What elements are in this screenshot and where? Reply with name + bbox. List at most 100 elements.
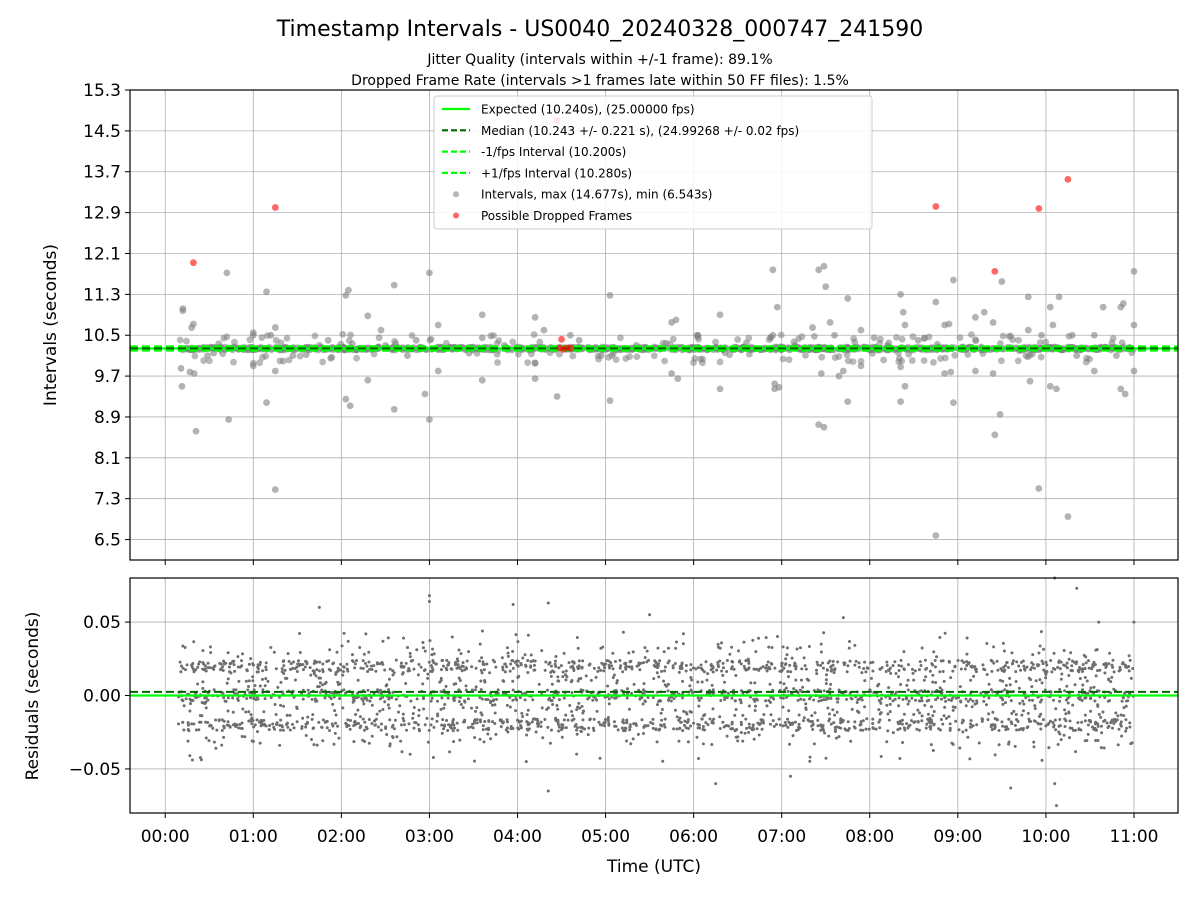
residual-point [351, 700, 355, 704]
residual-point [315, 668, 319, 672]
residual-point [1010, 711, 1014, 715]
residual-point [799, 678, 803, 682]
residual-point [316, 685, 320, 689]
interval-point [1026, 377, 1034, 385]
residual-point [899, 682, 903, 686]
residual-point [426, 740, 430, 744]
residual-point [697, 704, 701, 708]
top-y-tick-label: 8.1 [94, 449, 121, 469]
residual-point [1092, 727, 1096, 731]
residual-point [237, 679, 241, 683]
x-tick-label: 11:00 [1109, 827, 1158, 847]
residual-point [1097, 620, 1101, 624]
residual-point [312, 743, 316, 747]
residual-point [991, 690, 995, 694]
interval-point [937, 355, 944, 362]
residual-point [486, 728, 490, 732]
interval-point [661, 357, 668, 365]
residual-point [744, 659, 748, 663]
interval-point [817, 370, 825, 377]
residual-point [1120, 699, 1124, 703]
residual-point [525, 727, 529, 731]
residual-point [861, 719, 865, 723]
interval-point [826, 319, 834, 326]
residual-point [1054, 804, 1058, 808]
residual-point [258, 741, 262, 745]
residual-point [771, 719, 775, 723]
residual-point [940, 688, 944, 692]
residual-point [332, 742, 336, 746]
residual-point [261, 669, 265, 673]
interval-point [815, 266, 823, 274]
residual-point [1029, 668, 1033, 672]
residual-point [339, 662, 343, 666]
residual-point [425, 716, 429, 720]
residual-point [584, 674, 588, 678]
residual-point [555, 704, 559, 708]
residual-point [824, 678, 828, 682]
interval-point [930, 358, 937, 366]
residual-point [481, 660, 485, 664]
interval-point [1049, 321, 1057, 329]
residual-point [931, 680, 935, 684]
residual-point [222, 659, 226, 663]
residual-point [772, 697, 776, 701]
interval-point [893, 333, 900, 341]
residual-point [344, 721, 348, 725]
interval-point [258, 334, 266, 341]
residual-point [846, 720, 850, 724]
interval-point [980, 308, 988, 316]
residual-point [461, 706, 465, 710]
residual-point [546, 601, 550, 605]
residual-point [206, 721, 210, 725]
residual-point [741, 713, 745, 717]
residual-point [683, 719, 687, 723]
residual-point [816, 663, 820, 667]
residual-point [967, 661, 971, 665]
residual-point [690, 678, 694, 682]
residual-point [951, 669, 955, 673]
residual-point [747, 666, 751, 670]
residual-point [191, 698, 195, 702]
residual-point [236, 655, 240, 659]
residual-point [742, 664, 746, 668]
interval-point [951, 351, 959, 359]
residual-point [186, 722, 190, 726]
residual-point [483, 680, 487, 684]
interval-point [716, 358, 724, 366]
residual-point [897, 668, 901, 672]
residual-point [672, 697, 676, 701]
chart-title: Timestamp Intervals - US0040_20240328_00… [276, 17, 923, 42]
residual-point [998, 678, 1002, 682]
interval-point [426, 269, 433, 277]
residual-point [341, 669, 345, 673]
interval-point [857, 362, 865, 370]
residual-point [244, 710, 248, 714]
interval-point [870, 334, 878, 342]
residual-point [865, 717, 869, 721]
residual-point [616, 728, 620, 732]
residual-point [183, 668, 187, 672]
interval-point [964, 351, 972, 358]
interval-point [1099, 303, 1107, 311]
residual-point [920, 699, 924, 703]
residual-point [597, 666, 601, 670]
residual-point [786, 725, 790, 729]
residual-point [948, 728, 952, 732]
residual-point [256, 666, 260, 670]
residual-point [837, 688, 841, 692]
residual-point [554, 719, 558, 723]
residual-point [251, 675, 255, 679]
residual-point [266, 679, 270, 683]
residual-point [198, 660, 202, 664]
legend-dropped-frames-label: Possible Dropped Frames [481, 209, 632, 223]
residual-point [188, 754, 192, 758]
residual-point [920, 646, 924, 650]
residual-point [1080, 699, 1084, 703]
residual-point [971, 724, 975, 728]
residual-point [711, 666, 715, 670]
residual-point [689, 710, 693, 714]
residual-point [795, 647, 799, 651]
residual-point [628, 660, 632, 664]
